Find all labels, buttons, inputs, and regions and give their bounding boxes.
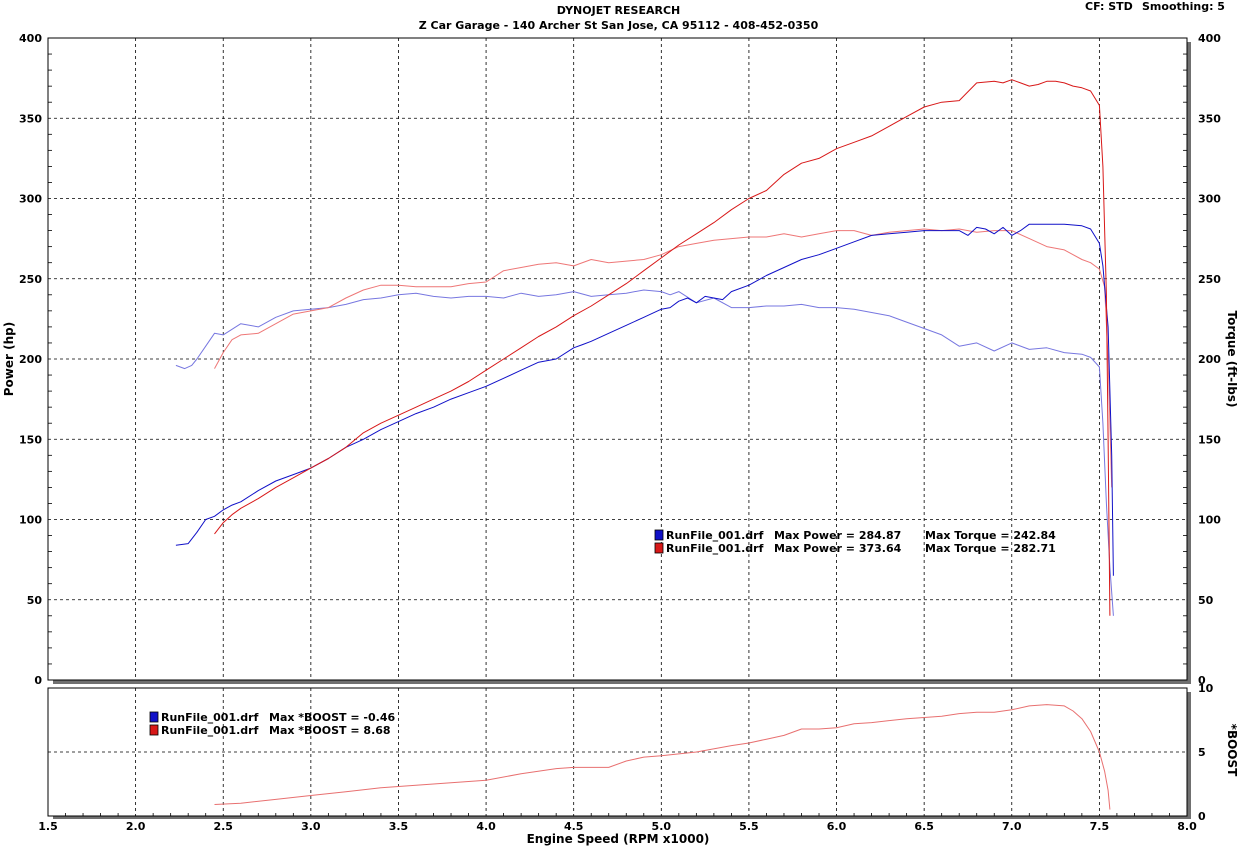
boost-y-tick-label: 10	[1198, 682, 1214, 695]
y-tick-label: 150	[19, 433, 42, 446]
x-tick-label: 4.5	[564, 820, 584, 833]
y2-tick-label: 0	[1198, 674, 1206, 687]
y2-tick-label: 250	[1198, 273, 1221, 286]
x-tick-label: 3.5	[389, 820, 409, 833]
axis-ticks: 1.5 2.0 2.5 3.0 3.5 4.0 4.5 5.0 5.5 6.0 6.5 7.0 7.5 8…	[19, 32, 1221, 833]
x-tick-label: 6.5	[914, 820, 934, 833]
legend-swatch-run2	[654, 542, 664, 554]
y2-tick-label: 100	[1198, 514, 1221, 527]
x-axis-label: Engine Speed (RPM x1000)	[527, 832, 710, 846]
y-tick-label: 300	[19, 193, 42, 206]
legend-max-power-run2: Max Power = 373.64	[774, 542, 902, 555]
boost-legend-value-run2: Max *BOOST = 8.68	[269, 724, 391, 737]
x-tick-label: 5.5	[739, 820, 759, 833]
x-tick-label: 1.5	[38, 820, 58, 833]
x-tick-label: 4.0	[476, 820, 496, 833]
boost-legend: RunFile_001.drf Max *BOOST = -0.46 RunFi…	[149, 711, 395, 737]
legend-file-run1: RunFile_001.drf	[666, 529, 764, 542]
boost-legend-file-run1: RunFile_001.drf	[161, 711, 259, 724]
power-curve-run2	[214, 79, 1111, 616]
legend-file-run2: RunFile_001.drf	[666, 542, 764, 555]
y-tick-label: 200	[19, 353, 42, 366]
legend-max-torque-run1: Max Torque = 242.84	[925, 529, 1056, 542]
boost-grid	[48, 688, 1187, 816]
x-tick-label: 2.5	[213, 820, 233, 833]
y2-tick-label: 150	[1198, 433, 1221, 446]
main-legend: RunFile_001.drf Max Power = 284.87 Max T…	[654, 529, 1056, 555]
smoothing-label: Smoothing: 5	[1142, 0, 1225, 13]
legend-max-torque-run2: Max Torque = 282.71	[925, 542, 1056, 555]
boost-legend-file-run2: RunFile_001.drf	[161, 724, 259, 737]
y-tick-label: 100	[19, 514, 42, 527]
x-tick-label: 6.0	[827, 820, 847, 833]
boost-y-tick-label: 5	[1198, 746, 1206, 759]
legend-max-power-run1: Max Power = 284.87	[774, 529, 901, 542]
cf-label: CF: STD	[1085, 0, 1133, 13]
y-tick-label: 0	[34, 674, 42, 687]
y2-tick-label: 50	[1198, 594, 1214, 607]
y2-axis-label: Torque (ft-lbs)	[1225, 311, 1237, 408]
y2-tick-label: 300	[1198, 193, 1221, 206]
x-tick-label: 5.0	[652, 820, 672, 833]
y-tick-label: 50	[27, 594, 43, 607]
main-grid	[48, 38, 1187, 680]
y2-tick-label: 350	[1198, 112, 1221, 125]
torque-curve-run1	[175, 289, 1114, 616]
x-tick-label: 3.0	[301, 820, 321, 833]
chart-title: DYNOJET RESEARCH	[556, 4, 681, 17]
boost-legend-value-run1: Max *BOOST = -0.46	[269, 711, 395, 724]
boost-axis-label: *BOOST	[1225, 724, 1237, 777]
y-tick-label: 400	[19, 32, 42, 45]
y-tick-label: 250	[19, 273, 42, 286]
chart-subtitle: Z Car Garage - 140 Archer St San Jose, C…	[418, 19, 819, 32]
boost-y-tick-label: 0	[1198, 810, 1206, 823]
y2-tick-label: 200	[1198, 353, 1221, 366]
y2-tick-label: 400	[1198, 32, 1221, 45]
x-tick-label: 8.0	[1177, 820, 1197, 833]
boost-legend-swatch-run1	[149, 711, 159, 723]
boost-legend-swatch-run2	[149, 724, 159, 736]
legend-swatch-run1	[654, 529, 664, 541]
x-tick-label: 7.5	[1090, 820, 1110, 833]
y-axis-label: Power (hp)	[2, 322, 16, 396]
y-tick-label: 350	[19, 112, 42, 125]
x-tick-label: 7.0	[1002, 820, 1022, 833]
boost-curves	[214, 704, 1111, 810]
main-curves	[175, 79, 1114, 616]
boost-curve-run2	[214, 704, 1111, 810]
x-tick-label: 2.0	[126, 820, 146, 833]
